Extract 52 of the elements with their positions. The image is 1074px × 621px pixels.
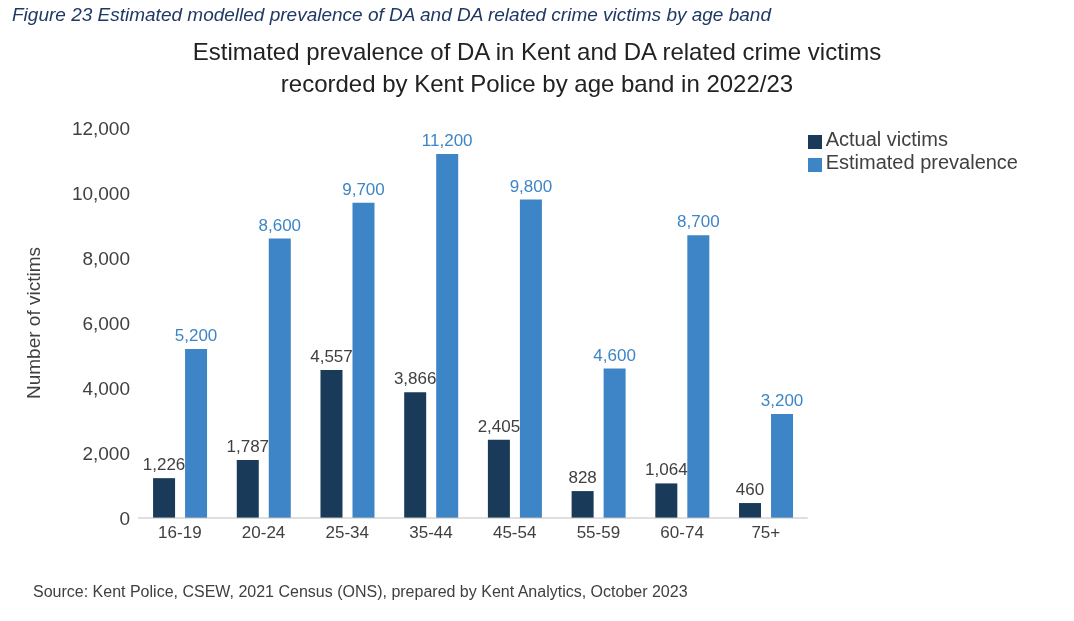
data-label: 3,866 — [393, 369, 437, 389]
bar — [268, 238, 291, 518]
data-label: 1,787 — [226, 436, 270, 456]
bar — [603, 368, 626, 518]
source-note: Source: Kent Police, CSEW, 2021 Census (ONS), prepared by Kent Analytics, October 2023 — [33, 583, 688, 601]
x-tick-label: 25-34 — [325, 523, 370, 543]
y-tick-label: 4,000 — [82, 377, 130, 399]
x-tick-label: 16-19 — [158, 523, 202, 543]
bar — [655, 483, 678, 518]
x-tick-label: 55-59 — [576, 523, 621, 543]
bar — [487, 439, 510, 518]
data-label: 8,600 — [258, 215, 302, 235]
bar — [519, 199, 542, 518]
data-label: 1,226 — [142, 455, 186, 475]
data-label: 5,200 — [174, 326, 218, 345]
data-label: 2,405 — [477, 416, 521, 436]
bar — [352, 202, 375, 518]
x-tick-label: 75+ — [751, 523, 781, 543]
bar — [571, 491, 594, 518]
y-axis-title: Number of victims — [22, 246, 44, 400]
data-label: 9,800 — [509, 176, 553, 196]
x-tick-label: 20-24 — [241, 523, 286, 543]
data-label: 11,200 — [421, 131, 473, 150]
data-label: 828 — [568, 468, 597, 488]
bar — [771, 414, 794, 518]
chart-title: Estimated prevalence of DA in Kent and DA related crime victims recorded by Kent Police by age band in 2022/23 — [191, 37, 883, 99]
legend-label: Actual victims — [825, 128, 948, 150]
y-tick-label: 10,000 — [71, 182, 130, 204]
bar — [236, 459, 259, 518]
y-tick-label: 12,000 — [71, 117, 130, 139]
bar — [739, 503, 762, 518]
x-tick-label: 45-54 — [492, 523, 537, 543]
y-tick-label: 0 — [119, 507, 130, 529]
y-tick-label: 6,000 — [82, 312, 130, 334]
legend-label: Estimated prevalence — [825, 151, 1018, 173]
data-label: 460 — [735, 480, 765, 500]
bar — [153, 478, 176, 518]
caption: Figure 23 Estimated modelled prevalence of DA and DA related crime victims by age band — [12, 4, 771, 26]
data-label: 4,600 — [593, 345, 636, 365]
bar — [436, 154, 459, 518]
bar — [320, 369, 343, 518]
data-label: 4,557 — [310, 346, 353, 366]
data-label: 9,700 — [342, 179, 385, 199]
y-tick-label: 8,000 — [82, 247, 130, 269]
data-label: 3,200 — [760, 391, 804, 410]
y-tick-label: 2,000 — [82, 442, 130, 464]
bar — [404, 392, 427, 518]
bar — [687, 235, 710, 518]
x-tick-label: 60-74 — [660, 523, 704, 543]
data-label: 8,700 — [677, 212, 720, 232]
bar — [185, 349, 208, 518]
x-tick-label: 35-44 — [409, 523, 453, 543]
